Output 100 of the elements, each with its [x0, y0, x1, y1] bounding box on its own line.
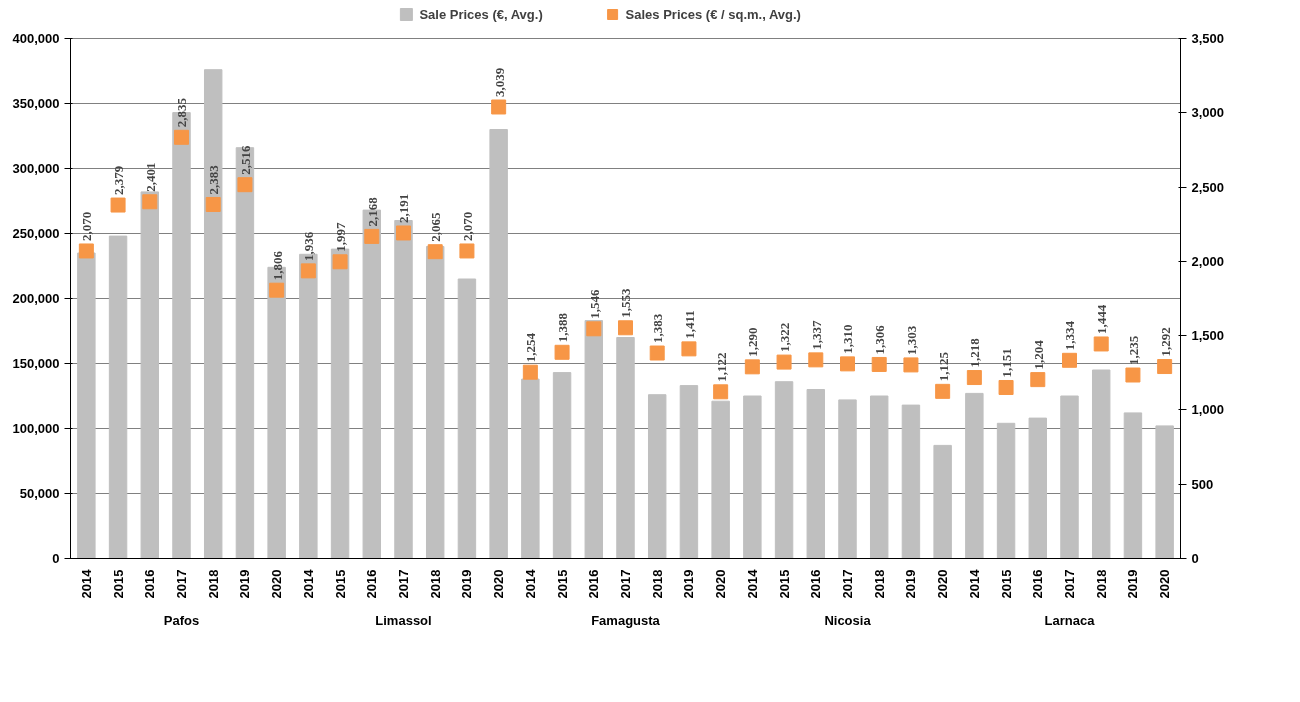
point: [871, 356, 887, 372]
bar: [1060, 395, 1079, 559]
point: [1030, 372, 1046, 388]
point: [935, 383, 951, 399]
bar: [1155, 425, 1174, 559]
data-label: 1,254: [523, 332, 539, 363]
point: [713, 384, 729, 400]
bar: [679, 385, 699, 559]
x-tick-label: 2018: [871, 569, 887, 599]
data-label: 3,039: [491, 67, 507, 97]
point: [174, 129, 189, 145]
text: Nicosia: [824, 612, 872, 628]
x-tick-label: 2014: [300, 568, 316, 599]
y-tick-label: 0: [52, 551, 60, 566]
data-label: 2,191: [396, 193, 412, 223]
x-tick-label: 2019: [237, 569, 253, 599]
data-label: 1,310: [840, 324, 856, 354]
x-tick-label: 2017: [396, 569, 411, 599]
y2-tick-label: 1,000: [1191, 402, 1225, 418]
y-tick-label: 250,000: [12, 226, 60, 241]
data-label: 1,936: [301, 231, 317, 261]
point: [903, 357, 919, 373]
x-tick-label: 2015: [998, 569, 1014, 599]
bar: [1123, 412, 1143, 559]
bar: [457, 278, 477, 559]
data-label: 2,168: [364, 196, 380, 227]
data-label: 1,806: [269, 250, 285, 281]
x-tick-label: 2015: [776, 569, 792, 599]
y2-tick-label: 3,500: [1191, 31, 1225, 46]
x-tick-label: 2014: [78, 568, 94, 599]
bar: [616, 337, 635, 559]
x-tick-label: 2015: [110, 569, 126, 599]
x-tick-label: 2019: [903, 569, 919, 599]
y2-tick-label: 0: [1191, 551, 1199, 566]
point: [744, 359, 760, 375]
x-tick-label: 2020: [713, 569, 729, 599]
point: [1062, 352, 1077, 368]
x-tick-label: 2014: [966, 568, 982, 599]
data-label: 1,411: [681, 310, 697, 339]
point: [554, 344, 570, 360]
x-tick-label: 2020: [269, 569, 285, 599]
bar: [521, 378, 540, 559]
bar: [489, 129, 508, 559]
y2-tick-label: 2,000: [1191, 253, 1225, 269]
x-tick-label: 2019: [459, 569, 475, 599]
point: [522, 364, 538, 380]
data-label: 2,070: [79, 211, 95, 241]
point: [78, 243, 94, 259]
bar: [838, 399, 857, 559]
bar: [108, 235, 128, 559]
point: [1125, 367, 1141, 383]
bar: [77, 252, 96, 559]
bar: [235, 147, 255, 559]
x-tick-label: 2018: [649, 569, 665, 599]
data-label: 1,151: [999, 348, 1015, 378]
data-label: 1,125: [935, 351, 951, 382]
point: [205, 196, 221, 212]
bar: [965, 392, 984, 559]
data-label: 1,303: [903, 325, 919, 355]
point: [491, 99, 507, 115]
y-tick-label: 150,000: [12, 356, 60, 371]
x-tick-label: 2016: [142, 569, 158, 599]
x-tick-label: 2015: [554, 569, 570, 599]
bar: [996, 422, 1016, 559]
point: [269, 282, 285, 298]
data-label: 1,218: [967, 337, 983, 368]
point: [776, 354, 792, 370]
y-tick-label: 400,000: [12, 31, 60, 46]
data-label: 2,383: [206, 164, 222, 195]
data-label: 2,065: [428, 211, 444, 242]
data-label: 2,401: [142, 162, 158, 192]
data-label: 1,235: [1125, 335, 1141, 366]
data-label: 1,337: [808, 320, 824, 350]
x-tick-label: 2018: [1093, 569, 1109, 599]
x-tick-label: 2015: [332, 569, 348, 599]
data-label: 2,070: [459, 211, 475, 241]
bar: [1028, 417, 1048, 559]
point: [237, 177, 253, 193]
text: Limassol: [375, 612, 432, 628]
x-tick-label: 2017: [840, 569, 855, 599]
y2-tick-label: 2,500: [1191, 179, 1225, 195]
bar: [711, 400, 730, 559]
x-tick-label: 2014: [744, 568, 760, 599]
x-tick-label: 2018: [205, 569, 221, 599]
y-tick-label: 200,000: [12, 291, 60, 306]
x-tick-label: 2020: [1157, 569, 1173, 599]
data-label: 2,516: [237, 144, 253, 175]
y-tick-label: 50,000: [19, 486, 60, 501]
data-label: 1,553: [618, 288, 634, 318]
bar: [806, 389, 826, 559]
bar: [1091, 369, 1111, 559]
x-tick-label: 2016: [808, 569, 824, 599]
x-tick-label: 2014: [522, 568, 538, 599]
point: [681, 341, 697, 357]
data-label: 1,290: [745, 327, 761, 357]
x-tick-label: 2018: [427, 569, 443, 599]
text: Larnaca: [1044, 612, 1096, 628]
bar: [425, 246, 445, 559]
point: [427, 244, 443, 260]
y-tick-label: 350,000: [12, 96, 60, 111]
